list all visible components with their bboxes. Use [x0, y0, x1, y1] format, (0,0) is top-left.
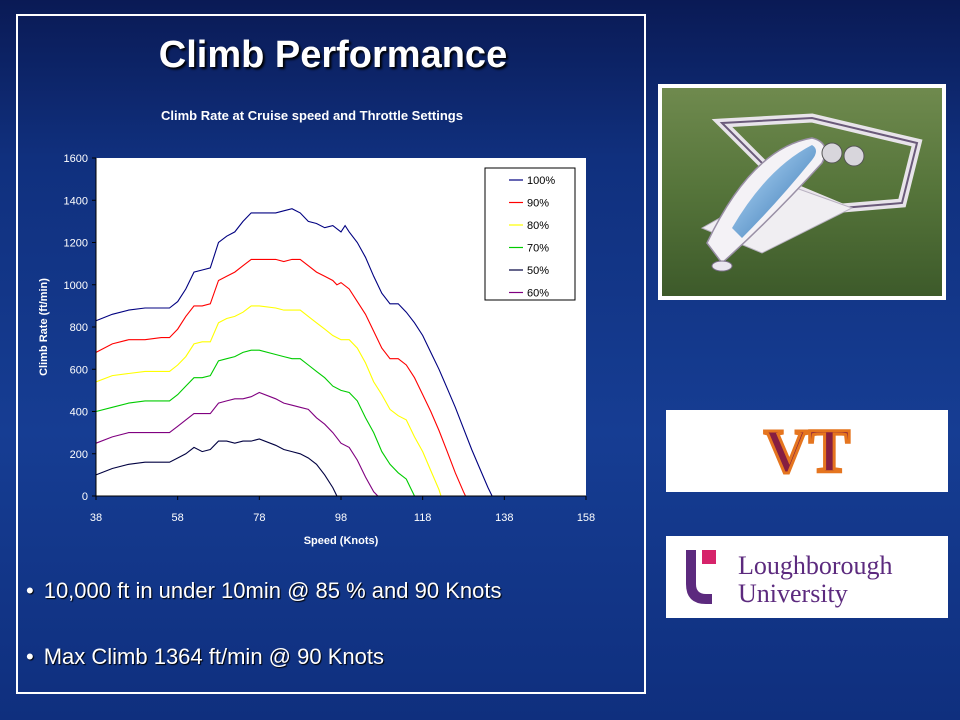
series-line-90pct	[95, 258, 466, 497]
x-axis-label: Speed (Knots)	[304, 535, 379, 547]
lboro-logo-text-line1: Loughborough	[738, 551, 893, 580]
chart-legend: 100% 90% 80% 70% 50% 60%	[484, 167, 576, 301]
series-line-80pct	[95, 305, 442, 497]
x-tick-label: 138	[495, 512, 513, 524]
y-tick-label: 1000	[64, 280, 88, 292]
bullet-max-climb: • Max Climb 1364 ft/min @ 90 Knots	[26, 644, 384, 670]
slide-title: Climb Performance	[158, 34, 508, 76]
lboro-logo-mark	[686, 550, 712, 604]
loughborough-university-logo: Loughborough University	[666, 536, 948, 618]
series-line-60pct	[95, 391, 379, 497]
bullet-dot: •	[26, 644, 34, 669]
legend-label: 60%	[527, 288, 549, 300]
lboro-logo-text-line2: University	[738, 579, 848, 608]
y-tick-label: 0	[82, 491, 88, 503]
content-panel	[16, 14, 646, 694]
y-tick-label: 1200	[64, 238, 88, 250]
x-tick-label: 58	[172, 512, 184, 524]
aircraft-render-frame	[658, 84, 946, 300]
aircraft-render-image	[662, 88, 942, 296]
x-tick-label: 78	[253, 512, 265, 524]
series-line-100pct	[95, 208, 493, 497]
x-tick-label: 118	[414, 512, 432, 524]
y-tick-label: 1600	[64, 153, 88, 165]
climb-rate-chart: Climb Rate at Cruise speed and Throttle …	[38, 108, 595, 547]
x-tick-label: 98	[335, 512, 347, 524]
series-line-50pct	[95, 438, 338, 497]
y-tick-label: 600	[70, 364, 88, 376]
bullet-text: 10,000 ft in under 10min @ 85 % and 90 K…	[43, 578, 502, 603]
chart-title: Climb Rate at Cruise speed and Throttle …	[161, 108, 463, 123]
legend-label: 70%	[527, 243, 549, 255]
bullet-climb-time: • 10,000 ft in under 10min @ 85 % and 90 …	[26, 578, 501, 604]
y-tick-label: 1400	[64, 195, 88, 207]
virginia-tech-logo: VT	[666, 410, 948, 492]
lboro-logo-square	[702, 550, 716, 564]
x-tick-label: 158	[577, 512, 595, 524]
bullet-dot: •	[26, 578, 34, 603]
legend-label: 80%	[527, 220, 549, 232]
legend-label: 50%	[527, 265, 549, 277]
y-tick-label: 400	[70, 407, 88, 419]
bullet-text: Max Climb 1364 ft/min @ 90 Knots	[43, 644, 384, 669]
x-tick-label: 38	[90, 512, 102, 524]
vt-logo-text: VT	[764, 418, 850, 486]
legend-box	[484, 167, 576, 301]
legend-label: 90%	[527, 198, 549, 210]
y-tick-label: 800	[70, 322, 88, 334]
y-tick-label: 200	[70, 449, 88, 461]
legend-label: 100%	[527, 175, 555, 187]
y-axis-label: Climb Rate (ft/min)	[38, 278, 50, 376]
series-line-70pct	[95, 349, 415, 497]
